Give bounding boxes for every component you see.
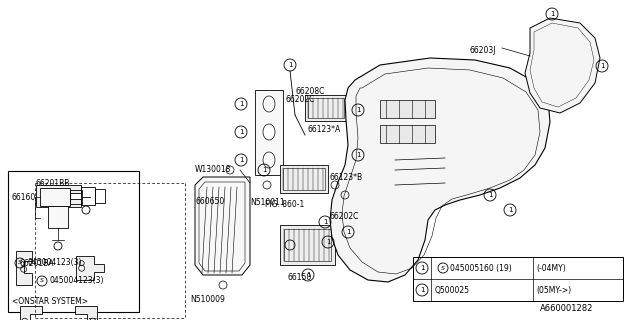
Text: S: S <box>40 278 44 284</box>
Text: 1: 1 <box>600 63 604 69</box>
Text: 045005160 (19): 045005160 (19) <box>450 263 512 273</box>
Text: 1: 1 <box>356 152 360 158</box>
Polygon shape <box>195 177 250 275</box>
Bar <box>40 188 70 206</box>
Text: 1: 1 <box>262 167 266 173</box>
Text: 1: 1 <box>488 192 492 198</box>
Text: 045004123(3): 045004123(3) <box>49 276 104 285</box>
Polygon shape <box>525 18 600 113</box>
Text: 1: 1 <box>420 287 424 293</box>
Text: A660001282: A660001282 <box>540 304 593 313</box>
Text: (-04MY): (-04MY) <box>536 263 566 273</box>
Text: 1: 1 <box>288 62 292 68</box>
Polygon shape <box>75 306 97 320</box>
Text: 045004123(3): 045004123(3) <box>27 259 81 268</box>
Text: W130018: W130018 <box>195 165 232 174</box>
Bar <box>8 171 139 312</box>
Text: 1: 1 <box>550 11 554 17</box>
Bar <box>305 95 347 121</box>
Polygon shape <box>15 251 32 285</box>
Text: 1: 1 <box>420 265 424 271</box>
Bar <box>413 257 623 301</box>
Text: 1: 1 <box>306 272 310 278</box>
Bar <box>283 168 325 190</box>
Polygon shape <box>20 306 42 320</box>
Text: <ONSTAR SYSTEM>: <ONSTAR SYSTEM> <box>12 297 88 306</box>
Text: 1: 1 <box>323 219 327 225</box>
Bar <box>255 90 283 175</box>
Bar <box>48 206 68 228</box>
Text: S: S <box>18 260 22 266</box>
Ellipse shape <box>263 152 275 168</box>
Ellipse shape <box>263 96 275 112</box>
Text: 66150: 66150 <box>288 273 312 282</box>
Text: 66201BB: 66201BB <box>36 179 70 188</box>
Text: 1: 1 <box>326 239 330 245</box>
Polygon shape <box>36 185 81 207</box>
Text: 660650: 660650 <box>195 197 224 206</box>
Text: 66123*A: 66123*A <box>308 125 341 134</box>
Ellipse shape <box>263 124 275 140</box>
Bar <box>380 100 435 118</box>
Text: 66160: 66160 <box>12 193 36 202</box>
Text: 66202C: 66202C <box>330 212 360 221</box>
Bar <box>95 189 105 203</box>
Text: 1: 1 <box>356 107 360 113</box>
Text: 66208C: 66208C <box>295 87 324 96</box>
Bar <box>280 225 335 265</box>
Bar <box>308 98 344 118</box>
Text: 1: 1 <box>508 207 512 213</box>
Text: 1: 1 <box>346 229 350 235</box>
Bar <box>70 190 82 204</box>
Text: (05MY->): (05MY->) <box>536 285 571 294</box>
Text: 66203J: 66203J <box>470 46 497 55</box>
Text: 1: 1 <box>239 101 243 107</box>
Text: 66201BA: 66201BA <box>20 259 54 268</box>
Bar <box>280 165 328 193</box>
Text: 66202C: 66202C <box>285 95 314 104</box>
Polygon shape <box>76 256 104 280</box>
Text: FIG. 860-1: FIG. 860-1 <box>265 200 304 209</box>
Text: 1: 1 <box>239 129 243 135</box>
Text: 1: 1 <box>239 157 243 163</box>
Text: S: S <box>441 266 445 270</box>
Text: Q500025: Q500025 <box>435 285 470 294</box>
Bar <box>380 125 435 143</box>
Bar <box>81 187 95 205</box>
Bar <box>284 229 331 261</box>
Text: N510011: N510011 <box>250 198 285 207</box>
Polygon shape <box>330 58 550 282</box>
Text: N510009: N510009 <box>190 295 225 304</box>
Text: 66123*B: 66123*B <box>330 173 363 182</box>
